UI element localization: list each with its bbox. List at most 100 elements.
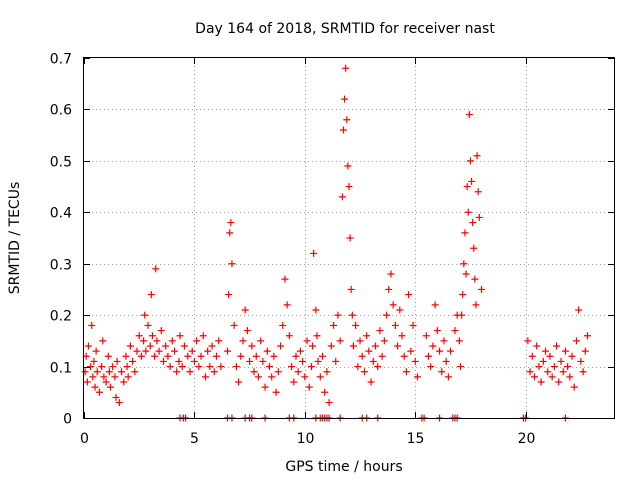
data-point: [425, 352, 432, 360]
data-point: [144, 321, 152, 329]
data-point: [400, 352, 408, 360]
data-point: [270, 352, 278, 360]
data-point: [100, 373, 108, 381]
data-point: [463, 183, 471, 191]
data-point: [208, 342, 216, 350]
data-point: [109, 363, 117, 371]
data-point: [336, 337, 344, 345]
data-point: [301, 373, 309, 381]
data-point: [555, 378, 563, 386]
data-point: [279, 321, 287, 329]
data-point: [469, 219, 477, 227]
data-point: [398, 332, 406, 340]
data-point: [190, 357, 198, 365]
data-point: [250, 368, 258, 376]
data-point: [292, 352, 300, 360]
data-point: [122, 352, 130, 360]
data-point: [358, 352, 366, 360]
data-point: [354, 363, 362, 371]
data-point: [92, 347, 100, 355]
data-point: [261, 383, 269, 391]
data-point: [524, 337, 532, 345]
data-point: [288, 363, 296, 371]
data-point: [142, 347, 150, 355]
data-point: [283, 301, 291, 309]
data-point: [572, 337, 580, 345]
data-point: [531, 373, 538, 381]
data-point: [168, 337, 176, 345]
y-tick-label: 0.7: [50, 52, 72, 68]
data-point: [197, 352, 205, 360]
data-point: [461, 229, 469, 237]
data-point: [383, 311, 391, 319]
data-point: [107, 383, 114, 391]
data-point: [464, 208, 472, 216]
data-point: [105, 368, 113, 376]
data-point: [473, 152, 481, 160]
y-tick-label: 0.6: [50, 103, 72, 119]
data-point: [186, 368, 194, 376]
data-point: [347, 285, 355, 293]
data-point: [316, 373, 324, 381]
data-point: [451, 327, 459, 335]
data-point: [348, 311, 356, 319]
data-point: [544, 368, 552, 376]
data-point: [557, 357, 565, 365]
data-point: [465, 111, 473, 119]
data-point: [566, 373, 574, 381]
data-point: [281, 275, 289, 283]
data-point: [360, 368, 368, 376]
data-point: [294, 368, 302, 376]
data-point: [429, 342, 437, 350]
data-point: [394, 342, 402, 350]
data-point: [112, 393, 120, 401]
data-point: [155, 347, 163, 355]
data-point: [252, 352, 260, 360]
data-point: [367, 378, 375, 386]
data-point: [466, 157, 474, 165]
data-point: [462, 270, 470, 278]
data-point: [180, 342, 188, 350]
data-point: [413, 373, 421, 381]
data-point: [553, 342, 561, 350]
data-point: [309, 342, 317, 350]
data-point: [409, 321, 417, 329]
data-point: [303, 337, 311, 345]
data-point: [330, 321, 338, 329]
data-point: [115, 399, 123, 407]
data-point: [539, 357, 547, 365]
data-point: [343, 116, 351, 124]
data-point: [254, 373, 262, 381]
data-point: [228, 260, 236, 268]
data-point: [305, 383, 313, 391]
data-point: [102, 378, 110, 386]
data-point: [118, 368, 126, 376]
data-point: [193, 337, 201, 345]
data-point: [164, 352, 172, 360]
data-point: [564, 363, 572, 371]
data-point: [210, 368, 218, 376]
data-point: [468, 177, 476, 185]
data-point: [89, 373, 97, 381]
data-point: [332, 357, 340, 365]
data-point: [296, 347, 304, 355]
data-point: [542, 347, 550, 355]
data-point: [459, 291, 467, 299]
data-point: [137, 352, 145, 360]
data-point: [263, 347, 271, 355]
y-tick-label: 0.5: [50, 155, 72, 171]
data-point: [431, 301, 439, 309]
data-point: [204, 347, 212, 355]
data-point: [344, 162, 352, 170]
data-point: [444, 373, 452, 381]
data-point: [436, 347, 444, 355]
data-point: [290, 378, 298, 386]
data-point: [570, 383, 578, 391]
y-tick-label: 0.2: [50, 309, 72, 325]
y-tick-label: 0.3: [50, 258, 72, 274]
data-point: [124, 373, 132, 381]
data-point: [374, 363, 382, 371]
data-point: [411, 357, 419, 365]
data-point: [153, 337, 161, 345]
